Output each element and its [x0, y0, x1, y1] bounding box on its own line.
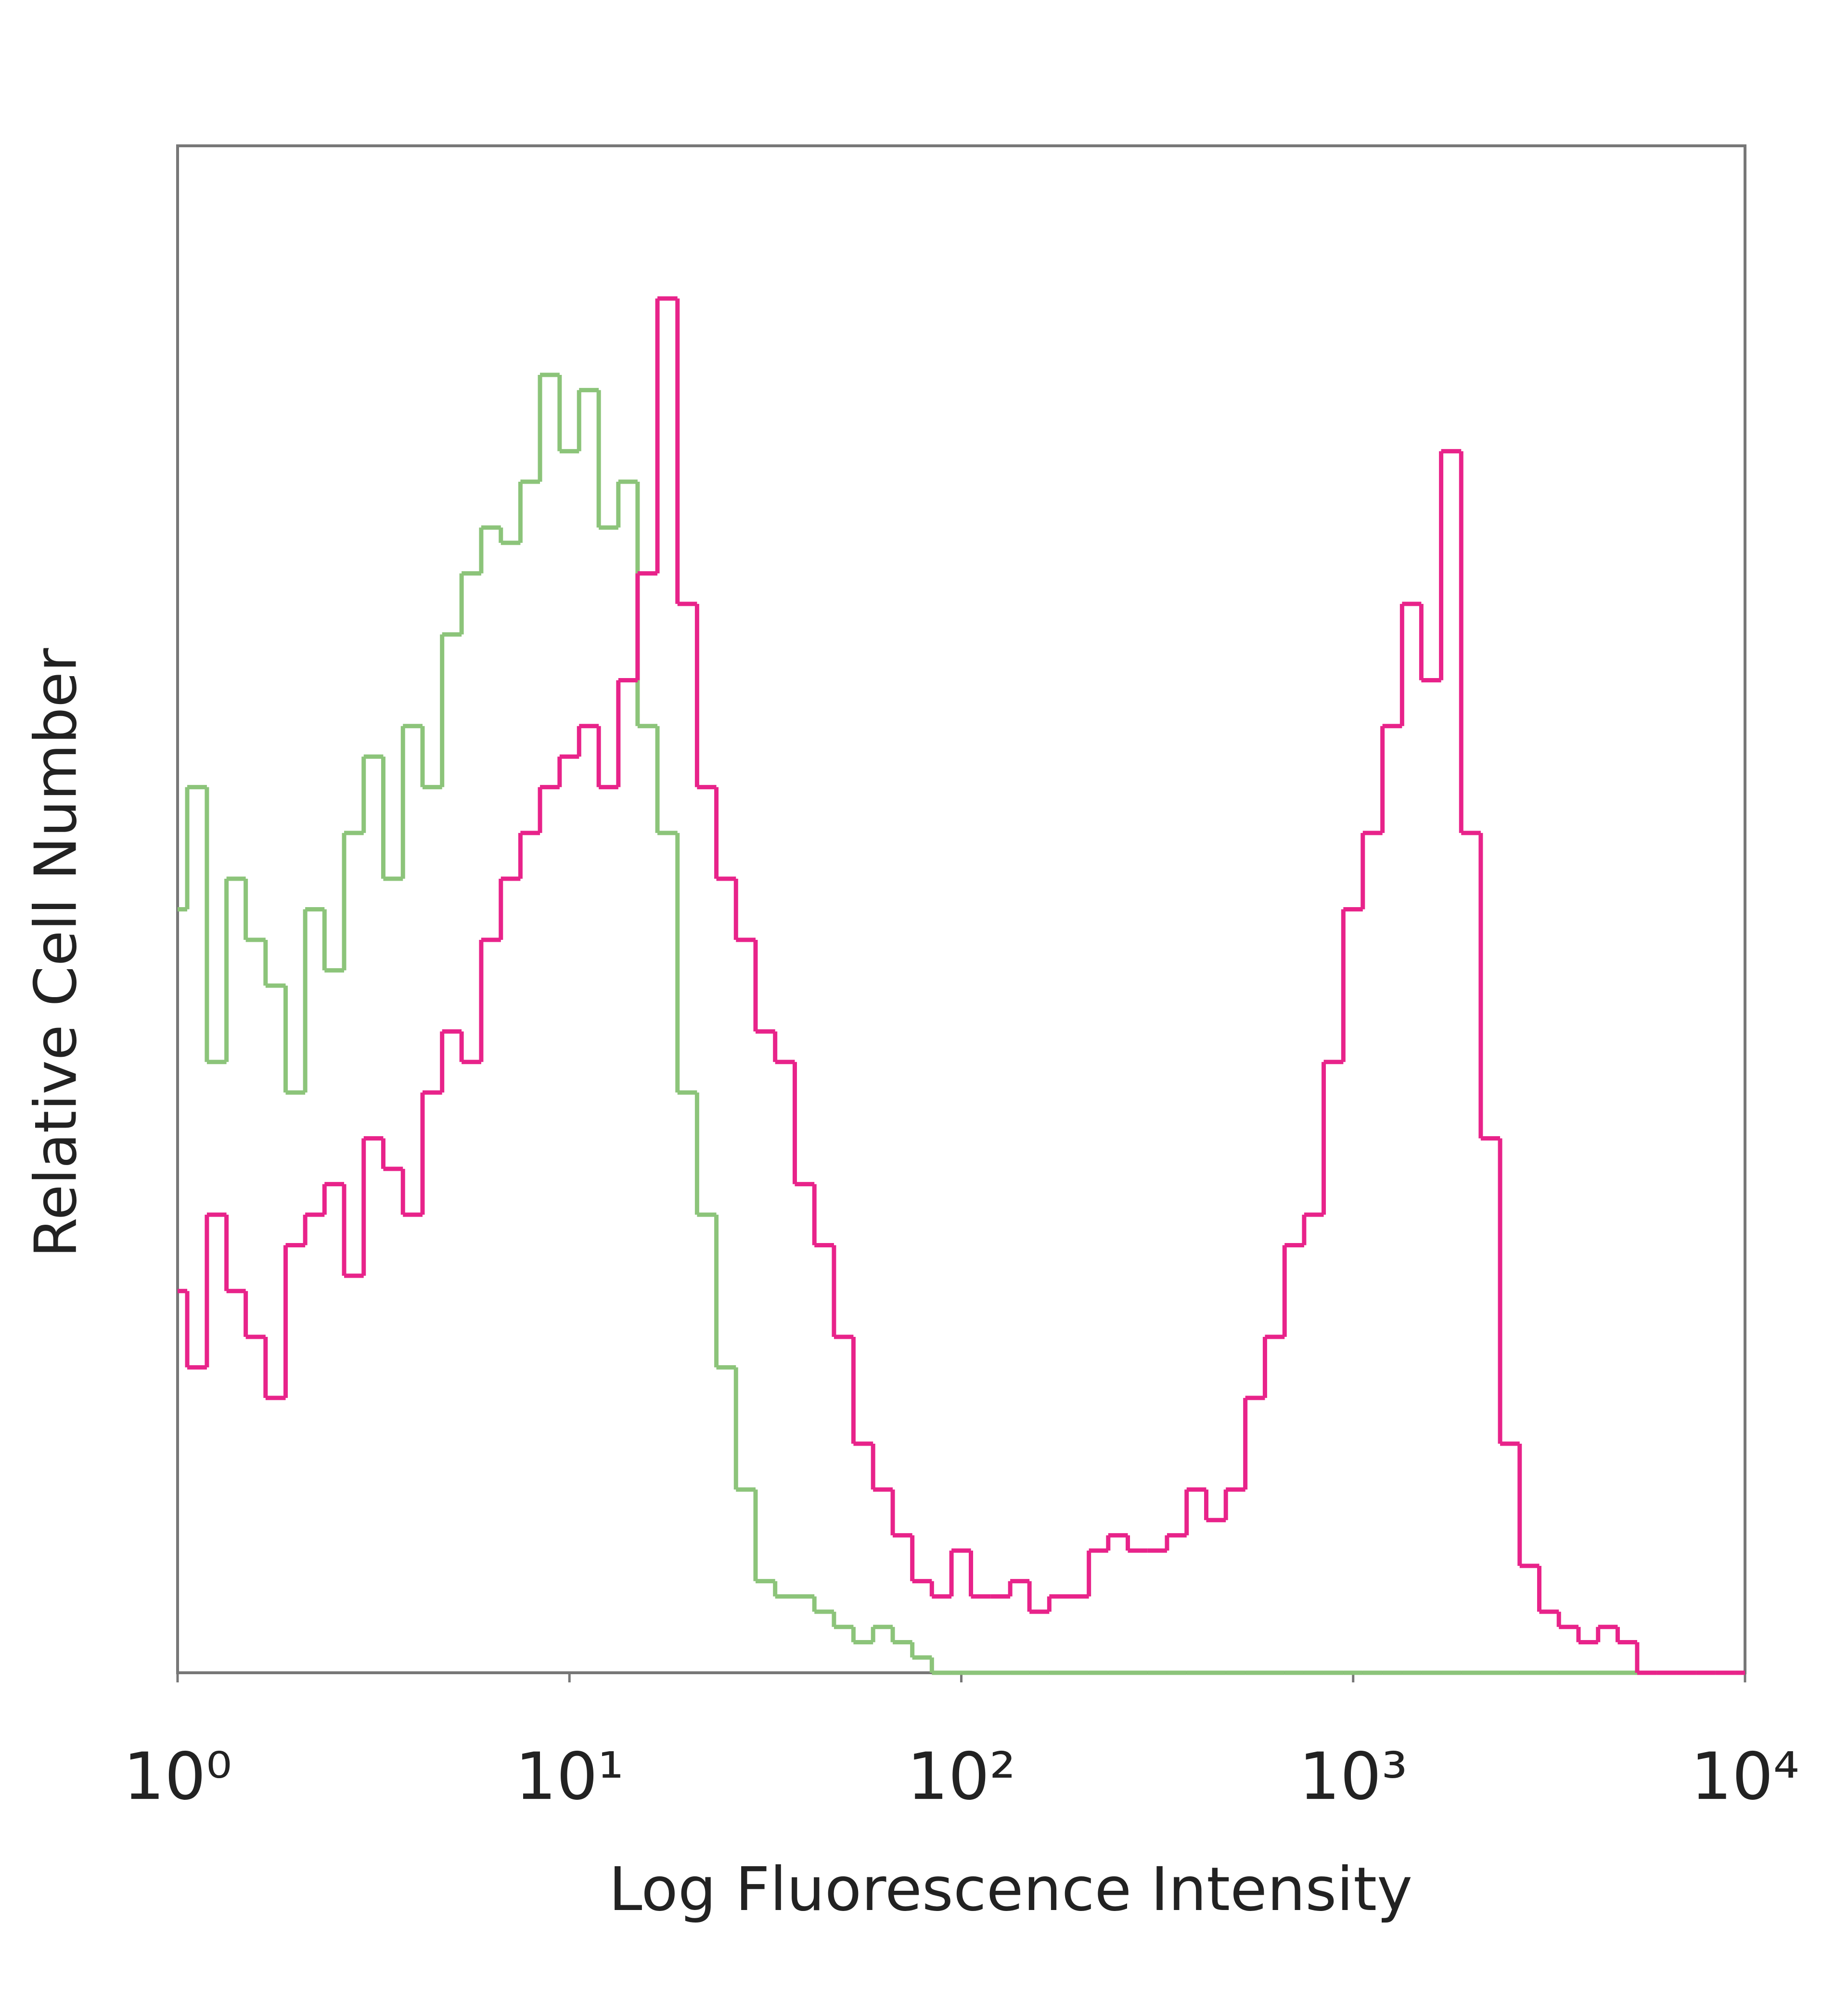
x-tick-label: 10²: [907, 1739, 1016, 1814]
x-axis-label: Log Fluorescence Intensity: [609, 1855, 1412, 1924]
x-tick-label: 10⁴: [1691, 1739, 1799, 1814]
y-axis-label: Relative Cell Number: [23, 648, 90, 1257]
x-tick-label: 10¹: [515, 1739, 624, 1814]
x-tick-label: 10⁰: [123, 1739, 232, 1814]
x-tick-label: 10³: [1299, 1739, 1408, 1814]
